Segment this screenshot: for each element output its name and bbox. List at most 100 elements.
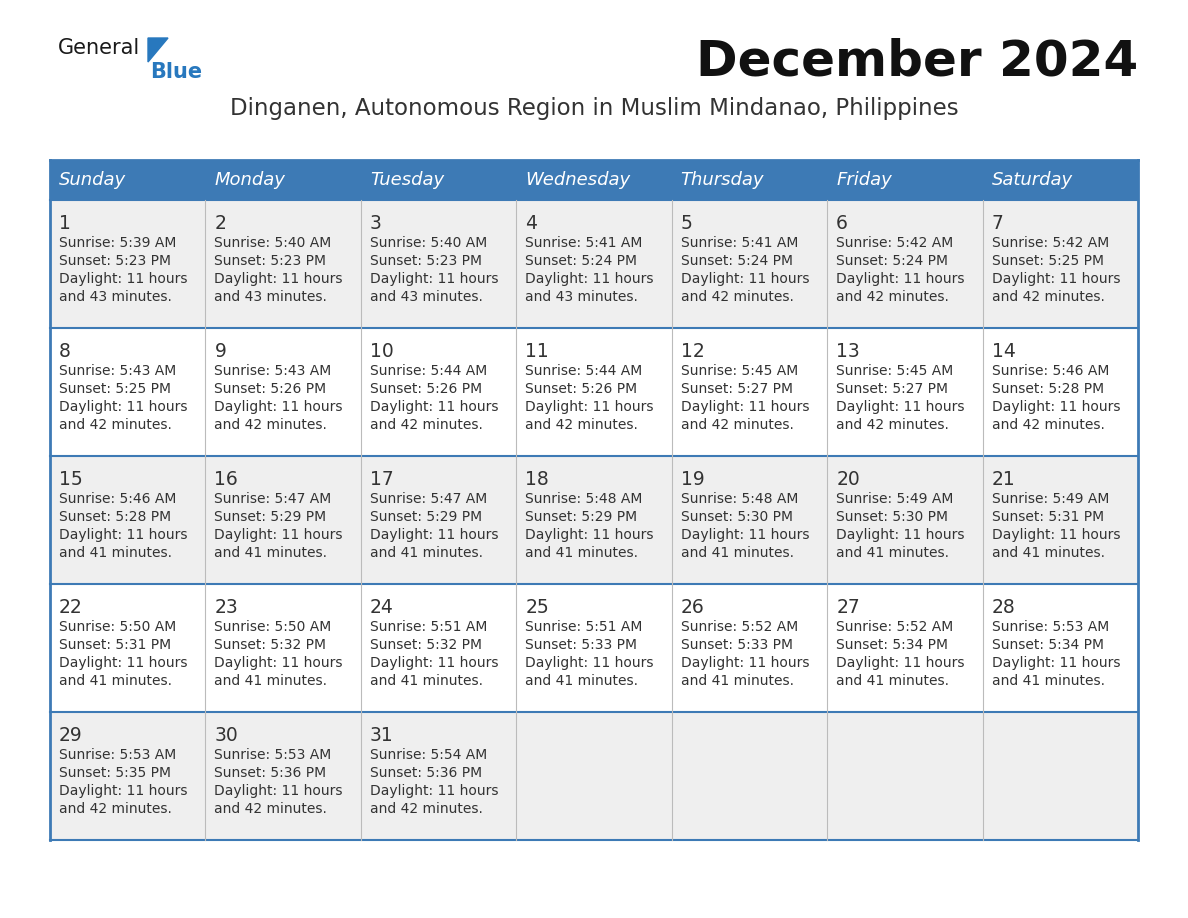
Text: 22: 22 bbox=[59, 598, 83, 617]
Text: Sunset: 5:34 PM: Sunset: 5:34 PM bbox=[992, 638, 1104, 652]
Text: 13: 13 bbox=[836, 342, 860, 361]
Text: 9: 9 bbox=[214, 342, 226, 361]
Text: and 42 minutes.: and 42 minutes. bbox=[214, 418, 328, 432]
Text: and 41 minutes.: and 41 minutes. bbox=[992, 674, 1105, 688]
Text: and 41 minutes.: and 41 minutes. bbox=[59, 546, 172, 560]
Text: Sunrise: 5:41 AM: Sunrise: 5:41 AM bbox=[525, 236, 643, 250]
Text: Sunrise: 5:39 AM: Sunrise: 5:39 AM bbox=[59, 236, 176, 250]
Text: Sunset: 5:30 PM: Sunset: 5:30 PM bbox=[836, 510, 948, 524]
Text: Sunset: 5:36 PM: Sunset: 5:36 PM bbox=[369, 766, 482, 780]
Text: and 42 minutes.: and 42 minutes. bbox=[681, 418, 794, 432]
Text: Daylight: 11 hours: Daylight: 11 hours bbox=[525, 400, 653, 414]
Text: and 42 minutes.: and 42 minutes. bbox=[836, 290, 949, 304]
Text: Sunset: 5:33 PM: Sunset: 5:33 PM bbox=[681, 638, 792, 652]
Text: Daylight: 11 hours: Daylight: 11 hours bbox=[369, 656, 498, 670]
Text: and 43 minutes.: and 43 minutes. bbox=[525, 290, 638, 304]
Text: 3: 3 bbox=[369, 214, 381, 233]
Text: and 41 minutes.: and 41 minutes. bbox=[369, 546, 482, 560]
Text: Daylight: 11 hours: Daylight: 11 hours bbox=[836, 272, 965, 286]
Text: Tuesday: Tuesday bbox=[369, 171, 444, 189]
Text: Sunrise: 5:47 AM: Sunrise: 5:47 AM bbox=[369, 492, 487, 506]
Text: Daylight: 11 hours: Daylight: 11 hours bbox=[525, 272, 653, 286]
Text: Daylight: 11 hours: Daylight: 11 hours bbox=[681, 656, 809, 670]
Bar bbox=[50, 712, 1138, 840]
Text: and 42 minutes.: and 42 minutes. bbox=[214, 802, 328, 816]
Text: 19: 19 bbox=[681, 470, 704, 489]
Text: Daylight: 11 hours: Daylight: 11 hours bbox=[59, 784, 188, 798]
Text: 1: 1 bbox=[59, 214, 71, 233]
Text: and 41 minutes.: and 41 minutes. bbox=[836, 546, 949, 560]
Text: General: General bbox=[58, 38, 140, 58]
Text: Sunset: 5:26 PM: Sunset: 5:26 PM bbox=[214, 382, 327, 396]
Text: Daylight: 11 hours: Daylight: 11 hours bbox=[681, 400, 809, 414]
Text: and 41 minutes.: and 41 minutes. bbox=[369, 674, 482, 688]
Text: 27: 27 bbox=[836, 598, 860, 617]
Text: Daylight: 11 hours: Daylight: 11 hours bbox=[214, 272, 343, 286]
Bar bbox=[206, 160, 361, 200]
Text: Sunrise: 5:46 AM: Sunrise: 5:46 AM bbox=[59, 492, 176, 506]
Text: 5: 5 bbox=[681, 214, 693, 233]
Text: 20: 20 bbox=[836, 470, 860, 489]
Text: Sunset: 5:36 PM: Sunset: 5:36 PM bbox=[214, 766, 327, 780]
Text: Sunrise: 5:49 AM: Sunrise: 5:49 AM bbox=[992, 492, 1108, 506]
Text: and 41 minutes.: and 41 minutes. bbox=[681, 674, 794, 688]
Text: Sunrise: 5:40 AM: Sunrise: 5:40 AM bbox=[214, 236, 331, 250]
Text: Daylight: 11 hours: Daylight: 11 hours bbox=[836, 400, 965, 414]
Text: and 41 minutes.: and 41 minutes. bbox=[525, 674, 638, 688]
Bar bbox=[827, 160, 982, 200]
Text: 18: 18 bbox=[525, 470, 549, 489]
Text: Sunrise: 5:51 AM: Sunrise: 5:51 AM bbox=[525, 620, 643, 634]
Text: Sunday: Sunday bbox=[59, 171, 126, 189]
Text: and 41 minutes.: and 41 minutes. bbox=[992, 546, 1105, 560]
Text: and 42 minutes.: and 42 minutes. bbox=[59, 802, 172, 816]
Text: Sunset: 5:28 PM: Sunset: 5:28 PM bbox=[992, 382, 1104, 396]
Text: Sunrise: 5:53 AM: Sunrise: 5:53 AM bbox=[992, 620, 1108, 634]
Text: Daylight: 11 hours: Daylight: 11 hours bbox=[214, 656, 343, 670]
Text: Daylight: 11 hours: Daylight: 11 hours bbox=[525, 528, 653, 542]
Text: Sunrise: 5:44 AM: Sunrise: 5:44 AM bbox=[525, 364, 643, 378]
Bar bbox=[50, 200, 1138, 328]
Text: and 42 minutes.: and 42 minutes. bbox=[369, 802, 482, 816]
Text: Daylight: 11 hours: Daylight: 11 hours bbox=[369, 272, 498, 286]
Text: 7: 7 bbox=[992, 214, 1004, 233]
Text: Sunrise: 5:41 AM: Sunrise: 5:41 AM bbox=[681, 236, 798, 250]
Bar bbox=[50, 160, 206, 200]
Text: Sunset: 5:24 PM: Sunset: 5:24 PM bbox=[681, 254, 792, 268]
Text: and 41 minutes.: and 41 minutes. bbox=[836, 674, 949, 688]
Text: Wednesday: Wednesday bbox=[525, 171, 631, 189]
Text: Sunrise: 5:53 AM: Sunrise: 5:53 AM bbox=[214, 748, 331, 762]
Text: Daylight: 11 hours: Daylight: 11 hours bbox=[992, 272, 1120, 286]
Text: Sunrise: 5:44 AM: Sunrise: 5:44 AM bbox=[369, 364, 487, 378]
Text: and 42 minutes.: and 42 minutes. bbox=[992, 418, 1105, 432]
Text: Sunset: 5:32 PM: Sunset: 5:32 PM bbox=[369, 638, 482, 652]
Text: 4: 4 bbox=[525, 214, 537, 233]
Text: 14: 14 bbox=[992, 342, 1016, 361]
Text: Sunset: 5:29 PM: Sunset: 5:29 PM bbox=[369, 510, 482, 524]
Text: 28: 28 bbox=[992, 598, 1016, 617]
Text: Sunrise: 5:47 AM: Sunrise: 5:47 AM bbox=[214, 492, 331, 506]
Text: Dinganen, Autonomous Region in Muslim Mindanao, Philippines: Dinganen, Autonomous Region in Muslim Mi… bbox=[229, 96, 959, 119]
Text: 31: 31 bbox=[369, 726, 393, 745]
Text: Sunset: 5:23 PM: Sunset: 5:23 PM bbox=[369, 254, 482, 268]
Text: 17: 17 bbox=[369, 470, 393, 489]
Text: Daylight: 11 hours: Daylight: 11 hours bbox=[681, 272, 809, 286]
Text: Sunset: 5:31 PM: Sunset: 5:31 PM bbox=[992, 510, 1104, 524]
Text: Sunset: 5:25 PM: Sunset: 5:25 PM bbox=[992, 254, 1104, 268]
Text: Sunrise: 5:49 AM: Sunrise: 5:49 AM bbox=[836, 492, 954, 506]
Text: Daylight: 11 hours: Daylight: 11 hours bbox=[525, 656, 653, 670]
Text: Sunset: 5:30 PM: Sunset: 5:30 PM bbox=[681, 510, 792, 524]
Bar bbox=[517, 160, 671, 200]
Bar bbox=[50, 456, 1138, 584]
Text: and 43 minutes.: and 43 minutes. bbox=[59, 290, 172, 304]
Text: Sunset: 5:23 PM: Sunset: 5:23 PM bbox=[59, 254, 171, 268]
Text: Monday: Monday bbox=[214, 171, 285, 189]
Text: Daylight: 11 hours: Daylight: 11 hours bbox=[992, 528, 1120, 542]
Text: Sunrise: 5:45 AM: Sunrise: 5:45 AM bbox=[681, 364, 798, 378]
Text: 16: 16 bbox=[214, 470, 238, 489]
Text: Sunrise: 5:42 AM: Sunrise: 5:42 AM bbox=[836, 236, 954, 250]
Text: Sunset: 5:29 PM: Sunset: 5:29 PM bbox=[214, 510, 327, 524]
Text: and 41 minutes.: and 41 minutes. bbox=[214, 674, 328, 688]
Text: Daylight: 11 hours: Daylight: 11 hours bbox=[59, 400, 188, 414]
Text: and 42 minutes.: and 42 minutes. bbox=[681, 290, 794, 304]
Text: Friday: Friday bbox=[836, 171, 892, 189]
